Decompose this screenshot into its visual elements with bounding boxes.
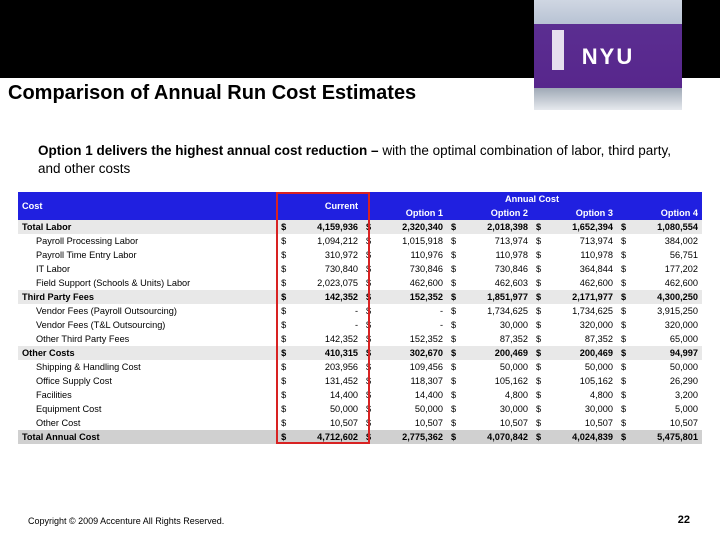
- table-row: Office Supply Cost$131,452$118,307$105,1…: [18, 374, 702, 388]
- grand-total-row: Total Annual Cost$4,712,602$2,775,362$4,…: [18, 430, 702, 444]
- copyright-footer: Copyright © 2009 Accenture All Rights Re…: [28, 516, 224, 526]
- table-row: Shipping & Handling Cost$203,956$109,456…: [18, 360, 702, 374]
- category-row: Third Party Fees$142,352$152,352$1,851,9…: [18, 290, 702, 304]
- table-row: Other Cost$10,507$10,507$10,507$10,507$1…: [18, 416, 702, 430]
- table-row: Payroll Processing Labor$1,094,212$1,015…: [18, 234, 702, 248]
- slide-subtitle: Option 1 delivers the highest annual cos…: [38, 142, 680, 178]
- table-row: IT Labor$730,840$730,846$730,846$364,844…: [18, 262, 702, 276]
- category-row: Other Costs$410,315$302,670$200,469$200,…: [18, 346, 702, 360]
- table-header-row: CostCurrentAnnual Cost: [18, 192, 702, 206]
- nyu-torch-icon: [552, 30, 564, 70]
- cost-table: CostCurrentAnnual CostOption 1Option 2Op…: [18, 192, 702, 444]
- page-number: 22: [678, 514, 690, 526]
- table-row: Payroll Time Entry Labor$310,972$110,976…: [18, 248, 702, 262]
- table-row: Other Third Party Fees$142,352$152,352$8…: [18, 332, 702, 346]
- cost-table-container: CostCurrentAnnual CostOption 1Option 2Op…: [18, 192, 702, 444]
- slide-title: Comparison of Annual Run Cost Estimates: [8, 82, 416, 105]
- category-row: Total Labor$4,159,936$2,320,340$2,018,39…: [18, 220, 702, 234]
- table-row: Field Support (Schools & Units) Labor$2,…: [18, 276, 702, 290]
- table-row: Vendor Fees (Payroll Outsourcing)$-$-$1,…: [18, 304, 702, 318]
- table-row: Equipment Cost$50,000$50,000$30,000$30,0…: [18, 402, 702, 416]
- table-row: Facilities$14,400$14,400$4,800$4,800$3,2…: [18, 388, 702, 402]
- subtitle-bold: Option 1 delivers the highest annual cos…: [38, 143, 379, 158]
- table-row: Vendor Fees (T&L Outsourcing)$-$-$30,000…: [18, 318, 702, 332]
- nyu-flag-image: NYU: [534, 0, 682, 110]
- nyu-logo-text: NYU: [582, 44, 634, 70]
